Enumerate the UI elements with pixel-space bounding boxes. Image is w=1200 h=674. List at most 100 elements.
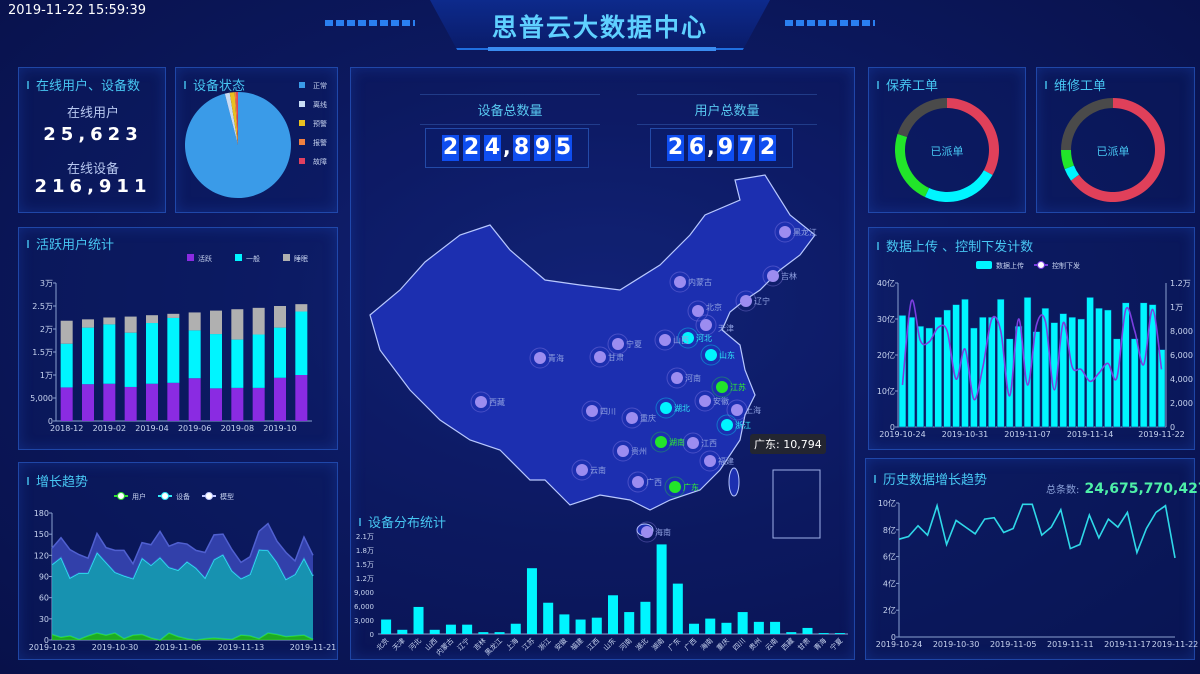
map-marker-青海[interactable]: 青海 xyxy=(529,347,564,369)
map-marker-河南[interactable]: 河南 xyxy=(666,367,701,389)
panel-title: 历史数据增长趋势 xyxy=(874,469,987,488)
legend-label: 报警 xyxy=(313,138,327,147)
bar xyxy=(559,614,570,634)
x-tick-label: 江苏 xyxy=(520,636,536,652)
pie-slice xyxy=(229,92,238,145)
counter-digit: 9 xyxy=(717,135,734,161)
map-marker-安徽[interactable]: 安徽 xyxy=(694,390,729,412)
bar xyxy=(397,629,408,634)
marker-ring xyxy=(589,346,611,368)
bar-segment xyxy=(124,316,137,333)
online-devices-value: 216,911 xyxy=(34,176,152,197)
y-tick-label: 40亿 xyxy=(877,278,895,288)
bar xyxy=(770,621,781,634)
map-marker-湖北[interactable]: 湖北 xyxy=(655,397,690,419)
marker-label: 甘肃 xyxy=(608,352,624,362)
bar xyxy=(1068,316,1076,428)
map-tooltip: 广东: 10,794 xyxy=(750,434,826,454)
bar xyxy=(898,315,907,428)
x-tick-label: 2019-11-07 xyxy=(1004,430,1051,439)
bar xyxy=(624,612,635,634)
map-marker-辽宁[interactable]: 辽宁 xyxy=(735,290,770,312)
history-total-label: 总条数: xyxy=(1046,485,1080,496)
y-tick-label: 1.5万 xyxy=(32,348,53,357)
legend-swatch xyxy=(235,254,242,261)
bar-segment xyxy=(60,343,73,388)
marker-ring xyxy=(621,407,643,429)
x-tick-label: 广东 xyxy=(666,636,682,652)
marker-label: 吉林 xyxy=(781,271,797,281)
map-marker-上海[interactable]: 上海 xyxy=(726,399,761,421)
map-marker-云南[interactable]: 云南 xyxy=(571,459,606,481)
map-marker-贵州[interactable]: 贵州 xyxy=(612,440,647,462)
bar-segment xyxy=(103,324,116,384)
marker-dot xyxy=(534,352,546,364)
online-users-label: 在线用户 xyxy=(66,106,119,121)
page-title: 思普云大数据中心 xyxy=(491,13,708,42)
bar-segment xyxy=(188,312,201,331)
bar xyxy=(1023,297,1032,428)
map-marker-黑龙江[interactable]: 黑龙江 xyxy=(774,221,817,243)
y-tick-label: 0 xyxy=(370,631,374,639)
map-marker-甘肃[interactable]: 甘肃 xyxy=(589,346,624,368)
y-tick-label: 0 xyxy=(890,423,895,432)
map-marker-吉林[interactable]: 吉林 xyxy=(762,265,797,287)
marker-dot xyxy=(612,338,624,350)
x-tick-label: 2019-04 xyxy=(135,424,168,433)
legend-swatch xyxy=(299,82,305,88)
map-marker-北京[interactable]: 北京 xyxy=(687,300,722,322)
bar xyxy=(988,316,996,428)
panel-title: 设备分布统计 xyxy=(359,512,446,531)
x-tick-label: 湖南 xyxy=(650,636,666,652)
map-marker-天津[interactable]: 天津 xyxy=(695,314,734,336)
bar-segment xyxy=(252,307,265,335)
history-total-value: 24,675,770,427 xyxy=(1084,481,1200,497)
marker-dot xyxy=(669,481,681,493)
marker-dot xyxy=(740,295,752,307)
map-marker-宁夏[interactable]: 宁夏 xyxy=(607,333,642,355)
marker-dot xyxy=(682,332,694,344)
map-marker-海南[interactable]: 海南 xyxy=(636,521,671,543)
bar xyxy=(1032,331,1041,428)
legend-swatch xyxy=(299,120,305,126)
x-tick-label: 福建 xyxy=(569,636,585,652)
map-marker-广东[interactable]: 广东 xyxy=(664,476,699,498)
map-marker-广西[interactable]: 广西 xyxy=(627,471,662,493)
pie-slice xyxy=(234,92,238,145)
marker-dot xyxy=(586,405,598,417)
map-marker-湖南[interactable]: 湖南 xyxy=(650,431,685,453)
panel-title: 保养工单 xyxy=(877,75,938,94)
x-tick-label: 黑龙江 xyxy=(483,636,504,657)
panel-title: 设备状态 xyxy=(184,75,245,94)
bar xyxy=(462,624,473,634)
map-marker-江西[interactable]: 江西 xyxy=(682,432,717,454)
history-total: 总条数: 24,675,770,427 xyxy=(1046,478,1200,497)
marker-ring xyxy=(694,390,716,412)
marker-ring xyxy=(682,432,704,454)
marker-label: 河北 xyxy=(696,333,712,343)
map-marker-西藏[interactable]: 西藏 xyxy=(470,391,505,413)
y-right-tick-label: 1万 xyxy=(1170,303,1183,312)
map-marker-重庆[interactable]: 重庆 xyxy=(621,407,656,429)
map-marker-福建[interactable]: 福建 xyxy=(699,450,734,472)
legend-swatch xyxy=(283,254,290,261)
users-total-label: 用户总数量 xyxy=(637,94,817,125)
legend-swatch xyxy=(299,139,305,145)
online-users-value: 25,623 xyxy=(43,124,143,145)
legend-label: 数据上传 xyxy=(996,261,1024,270)
bar xyxy=(689,623,700,634)
marker-label: 广东 xyxy=(683,482,699,492)
map-marker-四川[interactable]: 四川 xyxy=(581,400,616,422)
map-marker-河北[interactable]: 河北 xyxy=(677,327,712,349)
bar xyxy=(640,601,651,634)
map-marker-内蒙古[interactable]: 内蒙古 xyxy=(669,271,712,293)
map-marker-浙江[interactable]: 浙江 xyxy=(716,414,751,436)
marker-label: 山东 xyxy=(719,350,735,360)
map-marker-山东[interactable]: 山东 xyxy=(700,344,735,366)
bar xyxy=(834,633,845,634)
map-marker-江苏[interactable]: 江苏 xyxy=(711,376,746,398)
legend-swatch xyxy=(976,261,992,269)
x-tick-label: 2019-11-05 xyxy=(990,640,1037,649)
map-marker-山西[interactable]: 山西 xyxy=(654,329,689,351)
marker-ring xyxy=(695,314,717,336)
